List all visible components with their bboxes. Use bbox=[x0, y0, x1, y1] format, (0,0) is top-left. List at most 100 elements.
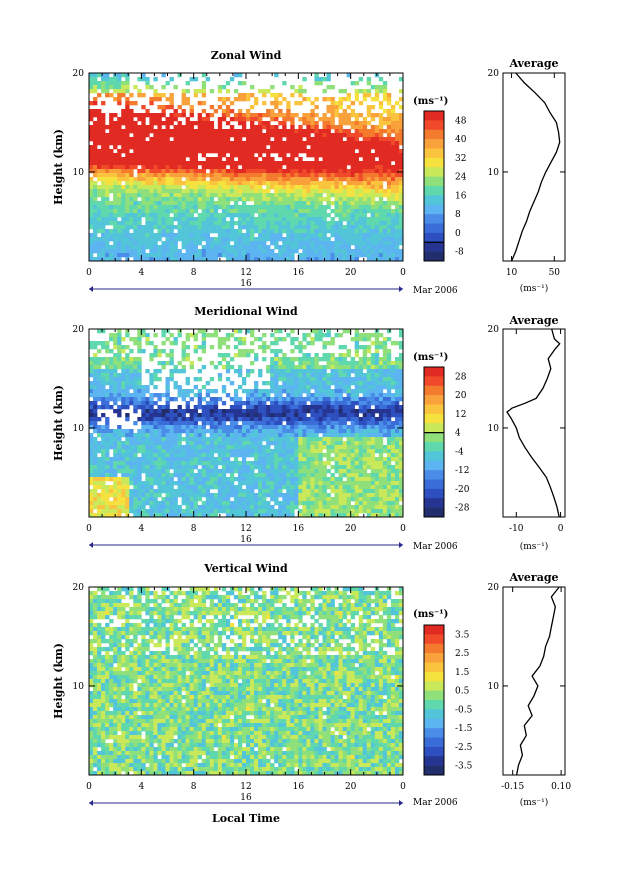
heatmap-cell bbox=[282, 173, 287, 178]
heatmap-cell bbox=[209, 377, 215, 382]
heatmap-cell bbox=[101, 477, 106, 482]
heatmap-cell bbox=[93, 417, 98, 422]
heatmap-cell bbox=[137, 337, 142, 342]
heatmap-cell bbox=[165, 437, 170, 442]
heatmap-cell bbox=[270, 505, 275, 510]
heatmap-cell bbox=[205, 165, 211, 170]
heatmap-cell bbox=[177, 189, 182, 194]
heatmap-cell bbox=[153, 461, 158, 466]
heatmap-cell bbox=[362, 161, 368, 166]
heatmap-cell bbox=[193, 349, 198, 354]
heatmap-cell bbox=[258, 141, 263, 146]
heatmap-cell bbox=[177, 421, 182, 426]
heatmap-cell bbox=[266, 505, 271, 510]
heatmap-cell bbox=[137, 393, 142, 398]
heatmap-cell bbox=[97, 381, 102, 386]
heatmap-cell bbox=[233, 205, 239, 210]
heatmap-cell bbox=[165, 505, 170, 510]
heatmap-cell bbox=[229, 441, 235, 446]
heatmap-cell bbox=[169, 237, 174, 242]
heatmap-cell bbox=[161, 221, 166, 226]
heatmap-cell bbox=[185, 173, 190, 178]
heatmap-cell bbox=[181, 365, 186, 370]
heatmap-cell bbox=[129, 477, 134, 482]
heatmap-cell bbox=[137, 213, 142, 218]
heatmap-cell bbox=[306, 201, 311, 206]
heatmap-cell bbox=[270, 173, 275, 178]
heatmap-cell bbox=[282, 161, 287, 166]
heatmap-cell bbox=[197, 505, 203, 510]
heatmap-cell bbox=[169, 141, 174, 146]
heatmap-cell bbox=[246, 93, 251, 98]
heatmap-cell bbox=[241, 205, 247, 210]
heatmap-cell bbox=[153, 441, 158, 446]
heatmap-cell bbox=[322, 221, 327, 226]
heatmap-cell bbox=[173, 429, 178, 434]
heatmap-cell bbox=[121, 397, 126, 402]
heatmap-cell bbox=[274, 457, 279, 462]
heatmap-cell bbox=[246, 169, 251, 174]
heatmap-cell bbox=[262, 421, 267, 426]
heatmap-cell bbox=[318, 201, 323, 206]
heatmap-cell bbox=[157, 413, 162, 418]
heatmap-cell bbox=[153, 385, 158, 390]
heatmap-cell bbox=[278, 401, 283, 406]
heatmap-cell bbox=[246, 489, 251, 494]
heatmap-cell bbox=[229, 417, 235, 422]
heatmap-cell bbox=[274, 349, 279, 354]
heatmap-cell bbox=[113, 201, 118, 206]
heatmap-cell bbox=[326, 149, 331, 154]
heatmap-cell bbox=[314, 241, 319, 246]
heatmap-cell bbox=[246, 449, 251, 454]
heatmap-cell bbox=[346, 153, 351, 158]
heatmap-cell bbox=[262, 333, 267, 338]
y-tick-label: 20 bbox=[73, 69, 85, 79]
heatmap-cell bbox=[241, 449, 247, 454]
heatmap-cell bbox=[133, 101, 138, 106]
heatmap-cell bbox=[137, 125, 142, 130]
heatmap-cell bbox=[237, 397, 243, 402]
heatmap-cell bbox=[286, 173, 291, 178]
heatmap-cell bbox=[93, 245, 98, 250]
heatmap-cell bbox=[221, 161, 227, 166]
heatmap-cell bbox=[149, 449, 154, 454]
heatmap-cell bbox=[258, 453, 263, 458]
heatmap-cell bbox=[382, 141, 388, 146]
heatmap-cell bbox=[97, 237, 102, 242]
heatmap-cell bbox=[137, 381, 142, 386]
heatmap-cell bbox=[294, 417, 299, 422]
heatmap-cell bbox=[398, 133, 404, 138]
heatmap-cell bbox=[197, 397, 203, 402]
heatmap-cell bbox=[89, 465, 94, 470]
heatmap-cell bbox=[294, 441, 299, 446]
heatmap-cell bbox=[193, 169, 198, 174]
heatmap-cell bbox=[225, 237, 231, 242]
heatmap-cell bbox=[197, 401, 203, 406]
heatmap-cell bbox=[278, 473, 283, 478]
heatmap-cell bbox=[278, 453, 283, 458]
heatmap-cell bbox=[149, 205, 154, 210]
heatmap-cell bbox=[294, 173, 299, 178]
heatmap-cell bbox=[358, 149, 364, 154]
heatmap-cell bbox=[274, 177, 279, 182]
heatmap-cell bbox=[101, 405, 106, 410]
heatmap-cell bbox=[346, 133, 351, 138]
heatmap-cell bbox=[105, 253, 110, 258]
heatmap-cell bbox=[157, 145, 162, 150]
heatmap-cell bbox=[278, 441, 283, 446]
heatmap-cell bbox=[358, 237, 364, 242]
heatmap-cell bbox=[161, 229, 166, 234]
heatmap-cell bbox=[89, 113, 94, 118]
heatmap-cell bbox=[121, 361, 126, 366]
heatmap-cell bbox=[342, 129, 347, 134]
heatmap-cell bbox=[109, 441, 114, 446]
heatmap-cell bbox=[113, 221, 118, 226]
heatmap-cell bbox=[354, 245, 360, 250]
heatmap-cell bbox=[294, 377, 299, 382]
heatmap-cell bbox=[173, 245, 178, 250]
heatmap-cell bbox=[101, 361, 106, 366]
heatmap-cell bbox=[141, 489, 146, 494]
heatmap-cell bbox=[250, 349, 255, 354]
heatmap-cell bbox=[185, 461, 190, 466]
heatmap-cell bbox=[338, 233, 343, 238]
